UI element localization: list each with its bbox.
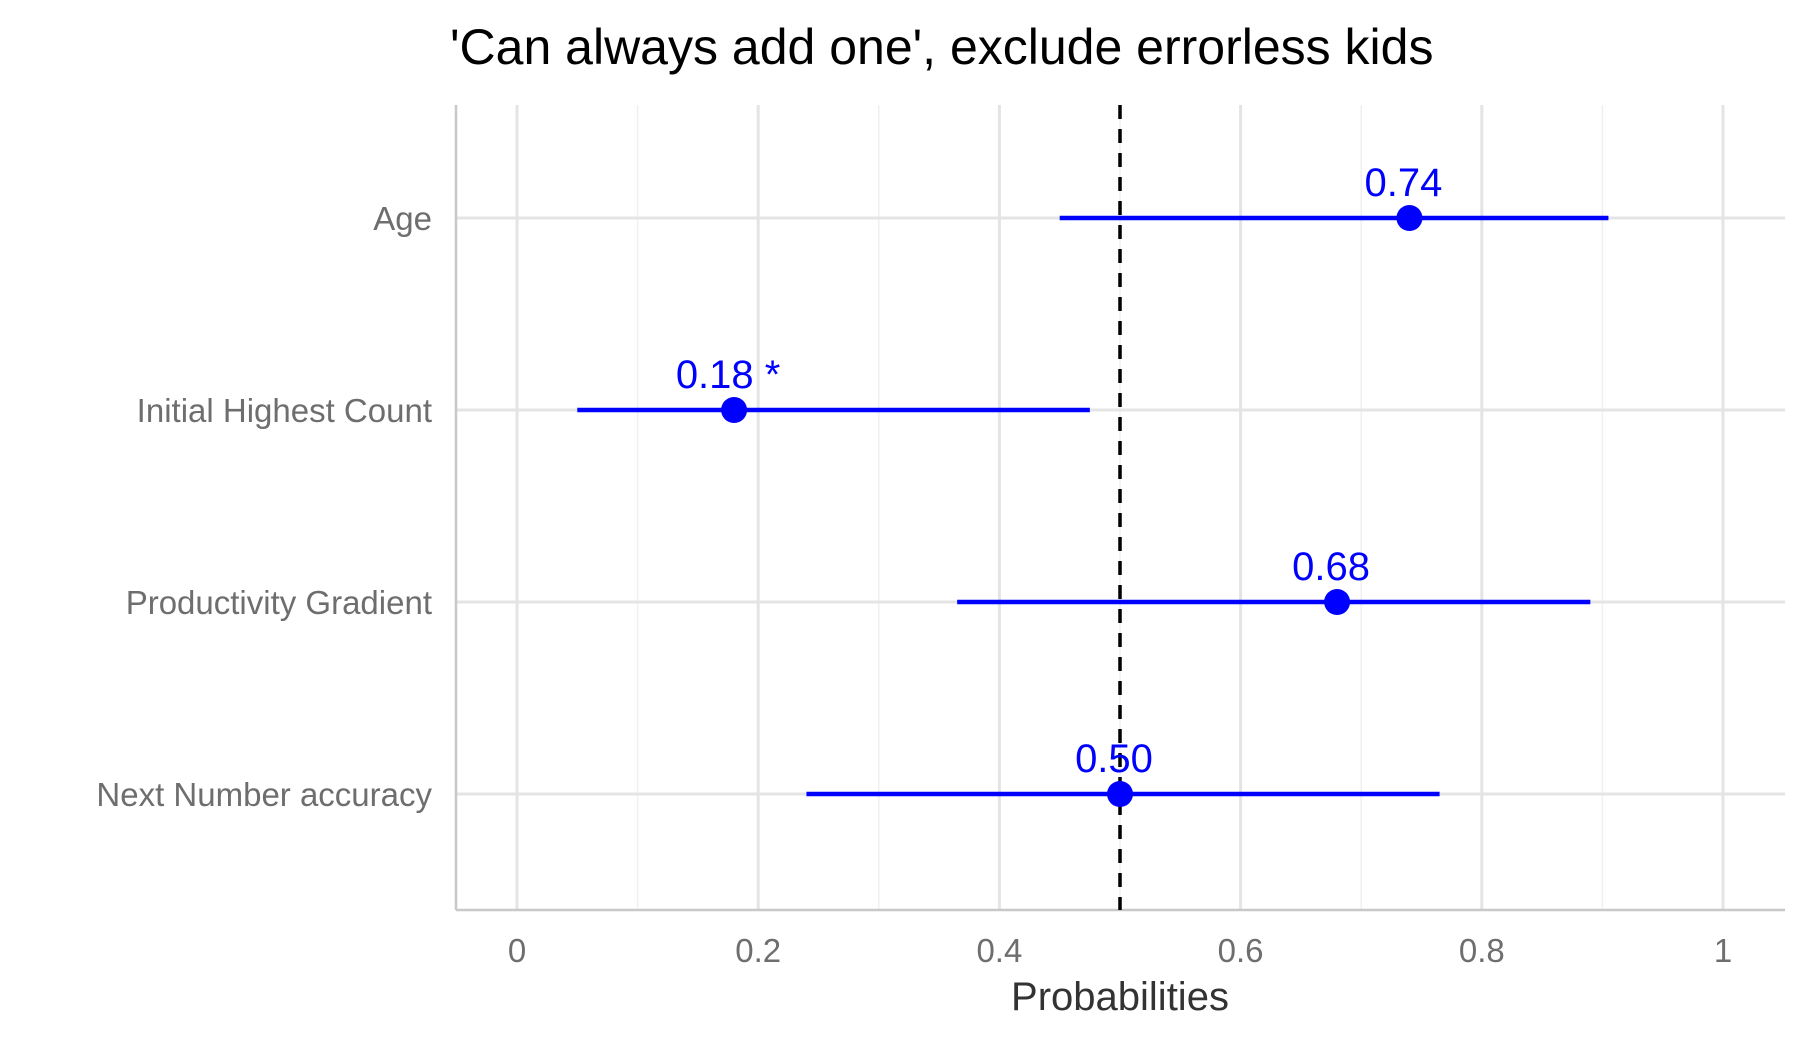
x-tick-label: 0.2: [735, 932, 781, 969]
x-tick-label: 1: [1714, 932, 1732, 969]
interval-marks: 0.74 0.18 * 0.68 0.50: [577, 161, 1609, 807]
y-tick-labels: Age Initial Highest Count Productivity Gra…: [96, 200, 432, 813]
x-tick-labels: 0 0.2 0.4 0.6 0.8 1: [508, 932, 1732, 969]
x-tick-label: 0.6: [1218, 932, 1264, 969]
x-tick-label: 0.8: [1459, 932, 1505, 969]
point-estimate: [1107, 781, 1133, 807]
data-label: 0.50: [1075, 737, 1153, 781]
y-tick-label: Productivity Gradient: [126, 584, 432, 621]
data-label: 0.74: [1365, 161, 1443, 205]
grid-minor-lines: [636, 105, 1604, 910]
x-axis-label: Probabilities: [1011, 975, 1229, 1019]
x-tick-label: 0.4: [976, 932, 1022, 969]
chart-title: 'Can always add one', exclude errorless …: [450, 19, 1434, 75]
y-tick-label: Age: [373, 200, 432, 237]
y-tick-label: Initial Highest Count: [137, 392, 432, 429]
data-label: 0.68: [1292, 545, 1370, 589]
point-estimate: [1324, 589, 1351, 615]
y-tick-label: Next Number accuracy: [96, 776, 432, 813]
data-label: 0.18 *: [676, 353, 781, 397]
point-estimate: [1396, 205, 1423, 231]
x-tick-label: 0: [508, 932, 526, 969]
point-estimate: [721, 397, 748, 423]
